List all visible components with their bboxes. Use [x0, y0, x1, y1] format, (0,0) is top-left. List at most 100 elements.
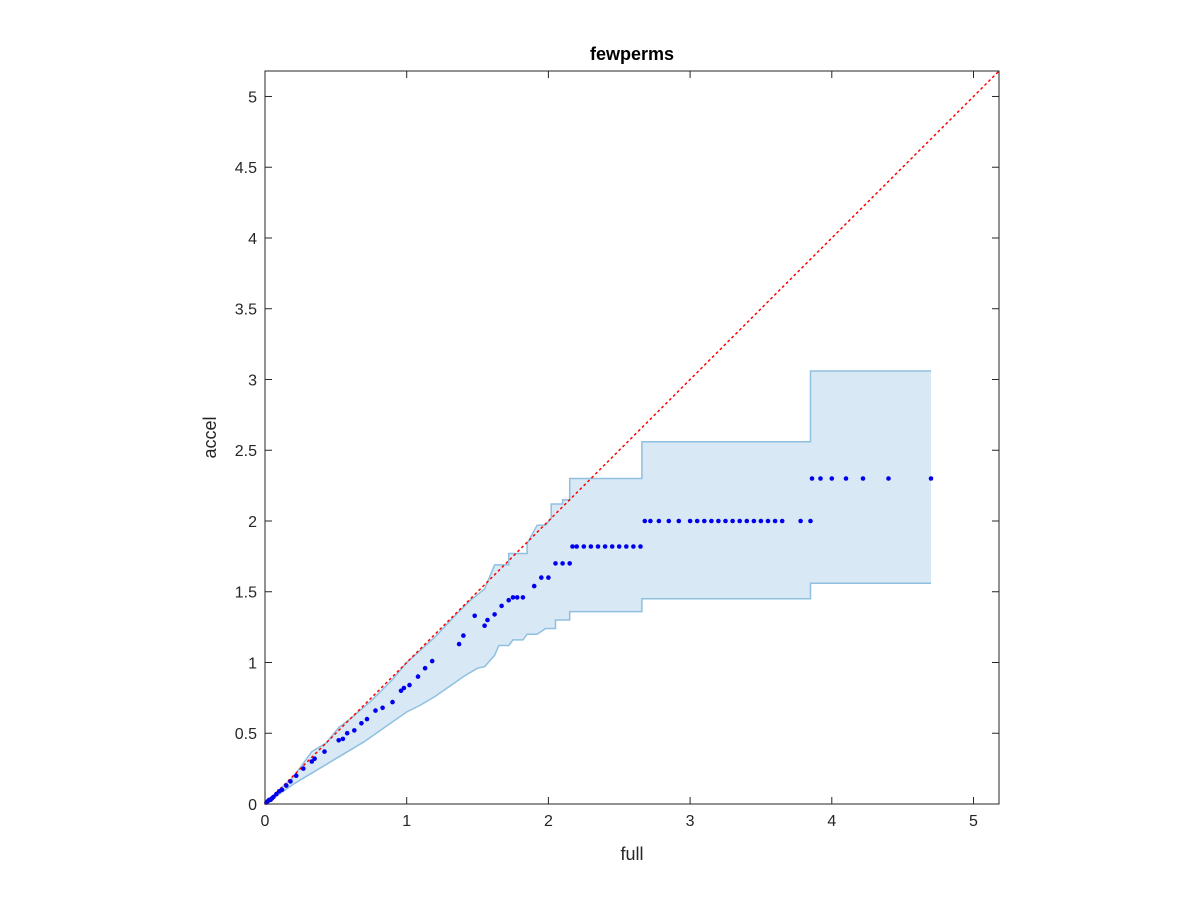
- y-tick-label: 0: [248, 797, 257, 814]
- y-tick-label: 0.5: [235, 726, 257, 743]
- data-point: [694, 518, 700, 524]
- data-point: [407, 682, 412, 688]
- y-ticks: 0 0.5 1 1.5 2 2.5 3 3.5 4 4.5 5: [235, 89, 999, 814]
- x-ticks: 0 1 2 3 4 5: [261, 71, 978, 830]
- data-point: [843, 476, 849, 481]
- data-point: [808, 518, 813, 524]
- data-point: [482, 623, 487, 628]
- data-point: [398, 688, 404, 694]
- data-point: [602, 544, 608, 549]
- data-point: [716, 518, 721, 524]
- confidence-band: [264, 370, 931, 805]
- data-point: [359, 721, 364, 726]
- data-point: [456, 641, 462, 647]
- band-lower-edge: [264, 582, 931, 805]
- x-tick-label: 5: [969, 813, 978, 830]
- data-point: [344, 730, 350, 736]
- x-tick-label: 0: [261, 813, 270, 830]
- data-point: [687, 518, 693, 524]
- data-point: [510, 595, 516, 600]
- data-point: [390, 699, 395, 705]
- y-tick-label: 4: [248, 231, 257, 248]
- data-point: [293, 773, 299, 778]
- data-point: [539, 575, 544, 580]
- data-point: [723, 518, 728, 524]
- data-point: [560, 561, 565, 566]
- data-point: [380, 705, 385, 711]
- data-point: [809, 476, 815, 481]
- band-fill: [265, 371, 931, 804]
- data-points: [264, 476, 934, 805]
- data-point: [322, 749, 327, 754]
- data-point: [798, 518, 803, 524]
- data-point: [581, 544, 587, 549]
- x-tick-label: 1: [402, 813, 411, 830]
- y-tick-label: 5: [248, 89, 257, 106]
- data-point: [624, 544, 629, 549]
- y-tick-label: 4.5: [235, 160, 257, 177]
- y-axis-label: accel: [200, 416, 220, 458]
- data-point: [730, 518, 735, 524]
- chart-title: fewperms: [590, 44, 674, 64]
- data-point: [336, 738, 342, 743]
- data-point: [829, 476, 835, 481]
- data-point: [702, 518, 707, 524]
- data-point: [642, 518, 648, 524]
- data-point: [758, 518, 764, 524]
- data-point: [666, 518, 672, 524]
- data-point: [744, 518, 750, 524]
- axes: [264, 70, 1000, 805]
- data-point: [373, 708, 378, 713]
- data-point: [818, 476, 823, 481]
- data-point: [860, 476, 866, 481]
- x-tick-label: 2: [544, 813, 553, 830]
- axes-box: [264, 70, 1000, 805]
- reference-line: [264, 70, 1000, 805]
- data-point: [279, 787, 285, 793]
- data-point: [886, 476, 891, 481]
- data-point: [309, 759, 315, 764]
- data-point: [284, 783, 289, 788]
- data-point: [546, 575, 551, 580]
- data-point: [567, 561, 572, 566]
- data-point: [422, 665, 428, 671]
- data-point: [616, 544, 622, 549]
- data-point: [499, 603, 504, 609]
- data-point: [312, 756, 317, 761]
- band-upper-edge: [264, 370, 931, 805]
- data-point: [531, 583, 537, 589]
- data-point: [772, 518, 778, 524]
- data-point: [588, 544, 594, 549]
- data-point: [709, 518, 714, 524]
- y-tick-label: 2.5: [235, 443, 257, 460]
- data-point: [340, 736, 346, 742]
- data-point: [779, 518, 785, 524]
- data-point: [676, 518, 682, 524]
- data-point: [631, 544, 636, 549]
- data-point: [288, 779, 293, 784]
- x-axis-label: full: [620, 844, 643, 864]
- reference-line-path: [264, 70, 1000, 805]
- data-point: [514, 595, 520, 600]
- data-point: [765, 518, 771, 524]
- data-point: [737, 518, 742, 524]
- y-tick-label: 3: [248, 372, 257, 389]
- data-point: [751, 518, 757, 524]
- data-point: [609, 544, 615, 549]
- data-point: [364, 716, 370, 722]
- x-tick-label: 4: [827, 813, 836, 830]
- y-tick-label: 3.5: [235, 302, 257, 319]
- data-point: [271, 794, 276, 800]
- data-point: [301, 766, 306, 771]
- data-point: [570, 544, 575, 549]
- data-point: [485, 617, 490, 623]
- data-point: [553, 561, 558, 566]
- data-point: [595, 544, 601, 549]
- data-point: [461, 633, 466, 638]
- x-tick-label: 3: [686, 813, 695, 830]
- data-point: [401, 685, 407, 691]
- data-point: [520, 595, 526, 600]
- data-point: [506, 597, 512, 603]
- data-point: [928, 476, 934, 481]
